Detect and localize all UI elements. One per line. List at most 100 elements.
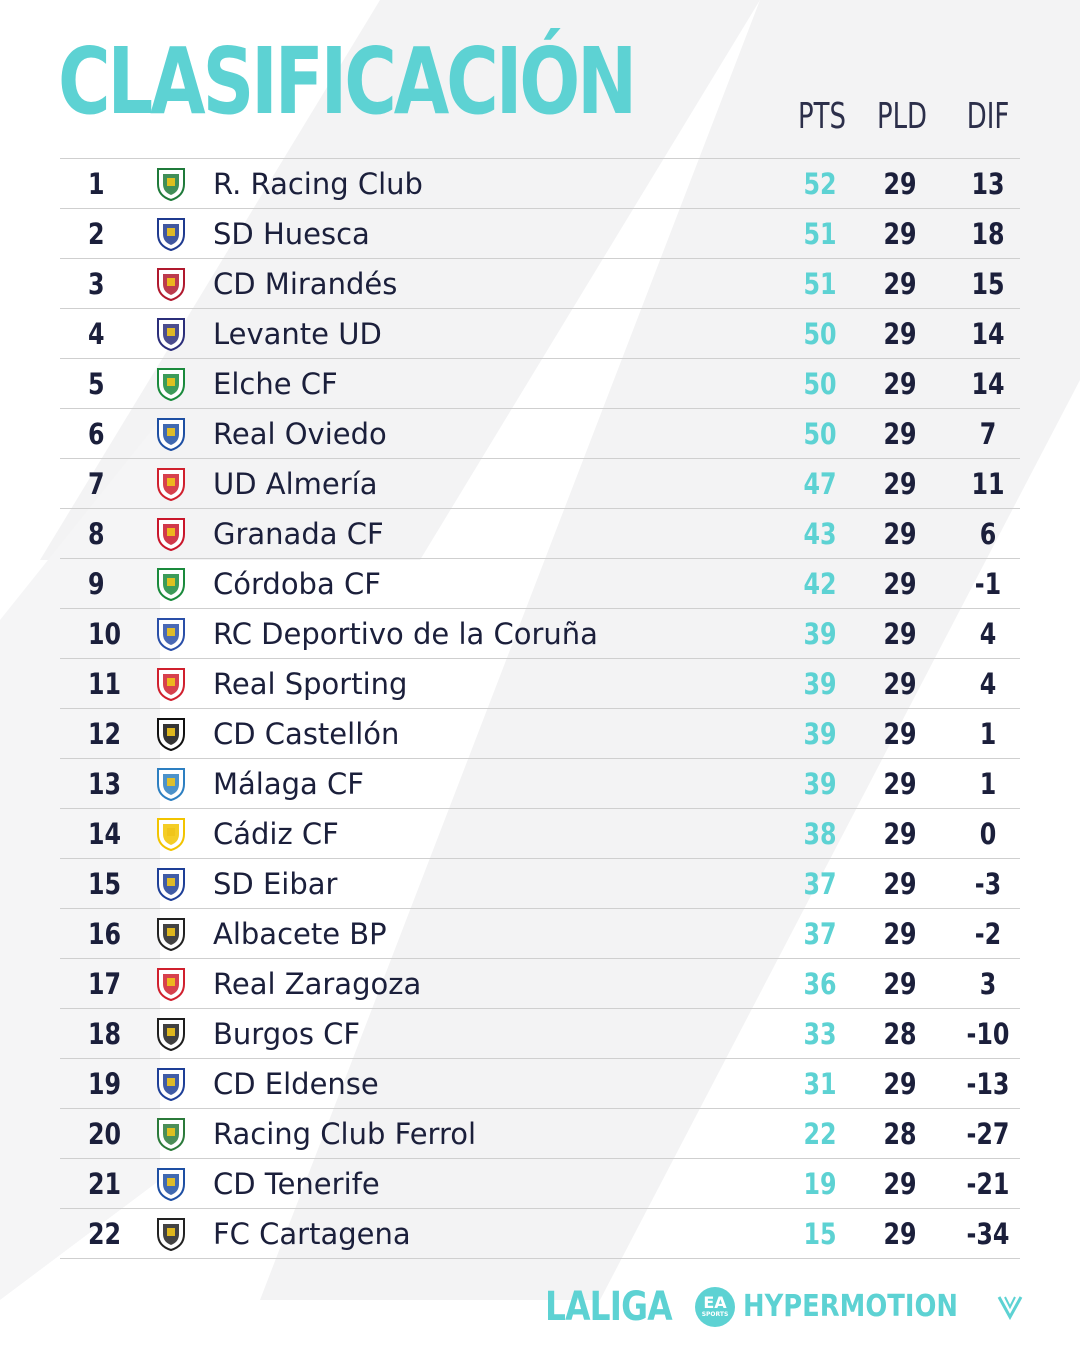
- goal-difference-cell: -21: [966, 1167, 1010, 1201]
- position-cell: 2: [88, 217, 105, 251]
- table-row: 15 SD Eibar 37 29 -3: [60, 858, 1020, 908]
- table-row: 4 Levante UD 50 29 14: [60, 308, 1020, 358]
- points-cell: 51: [803, 217, 837, 251]
- table-row: 3 CD Mirandés 51 29 15: [60, 258, 1020, 308]
- played-cell: 29: [883, 567, 917, 601]
- granada-crest-icon: [154, 516, 188, 552]
- team-name: Cádiz CF: [213, 817, 339, 851]
- goal-difference-cell: -3: [974, 867, 1002, 901]
- team-name: R. Racing Club: [213, 167, 423, 201]
- sporting-crest-icon: [154, 666, 188, 702]
- points-cell: 39: [803, 617, 837, 651]
- burgos-crest-icon: [154, 1016, 188, 1052]
- table-row: 8 Granada CF 43 29 6: [60, 508, 1020, 558]
- position-cell: 9: [88, 567, 105, 601]
- played-cell: 29: [883, 767, 917, 801]
- goal-difference-cell: 7: [979, 417, 997, 451]
- team-name: Málaga CF: [213, 767, 364, 801]
- oviedo-crest-icon: [154, 416, 188, 452]
- elche-crest-icon: [154, 366, 188, 402]
- table-row: 21 CD Tenerife 19 29 -21: [60, 1158, 1020, 1208]
- position-cell: 5: [88, 367, 105, 401]
- points-cell: 37: [803, 867, 837, 901]
- position-cell: 12: [88, 717, 122, 751]
- table-row: 1 R. Racing Club 52 29 13: [60, 158, 1020, 208]
- points-cell: 52: [803, 167, 837, 201]
- team-name: Córdoba CF: [213, 567, 381, 601]
- points-cell: 43: [803, 517, 837, 551]
- table-row: 6 Real Oviedo 50 29 7: [60, 408, 1020, 458]
- points-cell: 19: [803, 1167, 837, 1201]
- points-cell: 33: [803, 1017, 837, 1051]
- points-cell: 22: [803, 1117, 837, 1151]
- position-cell: 6: [88, 417, 105, 451]
- table-row: 16 Albacete BP 37 29 -2: [60, 908, 1020, 958]
- team-name: FC Cartagena: [213, 1217, 411, 1251]
- played-cell: 29: [883, 717, 917, 751]
- huesca-crest-icon: [154, 216, 188, 252]
- ferrol-crest-icon: [154, 1116, 188, 1152]
- position-cell: 7: [88, 467, 105, 501]
- points-cell: 39: [803, 717, 837, 751]
- goal-difference-cell: -2: [974, 917, 1002, 951]
- table-row: 13 Málaga CF 39 29 1: [60, 758, 1020, 808]
- played-cell: 29: [883, 1167, 917, 1201]
- goal-difference-cell: -10: [966, 1017, 1010, 1051]
- played-cell: 29: [883, 367, 917, 401]
- table-row: 19 CD Eldense 31 29 -13: [60, 1058, 1020, 1108]
- played-cell: 29: [883, 1067, 917, 1101]
- played-cell: 29: [883, 517, 917, 551]
- points-cell: 31: [803, 1067, 837, 1101]
- albacete-crest-icon: [154, 916, 188, 952]
- goal-difference-cell: 15: [971, 267, 1005, 301]
- points-cell: 39: [803, 767, 837, 801]
- goal-difference-cell: -1: [974, 567, 1002, 601]
- position-cell: 13: [88, 767, 122, 801]
- position-cell: 18: [88, 1017, 122, 1051]
- table-row: 18 Burgos CF 33 28 -10: [60, 1008, 1020, 1058]
- team-name: Albacete BP: [213, 917, 387, 951]
- played-cell: 29: [883, 317, 917, 351]
- eibar-crest-icon: [154, 866, 188, 902]
- standings-table: 1 R. Racing Club 52 29 13 2 SD Huesca 51 29 18 3 CD…: [60, 158, 1020, 1259]
- team-name: CD Castellón: [213, 717, 400, 751]
- goal-difference-cell: 13: [971, 167, 1005, 201]
- played-cell: 29: [883, 617, 917, 651]
- position-cell: 10: [88, 617, 122, 651]
- goal-difference-cell: 11: [971, 467, 1005, 501]
- deportivo-crest-icon: [154, 616, 188, 652]
- points-cell: 50: [803, 417, 837, 451]
- points-cell: 47: [803, 467, 837, 501]
- table-row: 22 FC Cartagena 15 29 -34: [60, 1208, 1020, 1259]
- points-cell: 51: [803, 267, 837, 301]
- table-row: 14 Cádiz CF 38 29 0: [60, 808, 1020, 858]
- table-row: 17 Real Zaragoza 36 29 3: [60, 958, 1020, 1008]
- position-cell: 22: [88, 1217, 122, 1251]
- goal-difference-cell: 18: [971, 217, 1005, 251]
- played-cell: 29: [883, 467, 917, 501]
- points-cell: 15: [803, 1217, 837, 1251]
- position-cell: 17: [88, 967, 122, 1001]
- team-name: Real Oviedo: [213, 417, 387, 451]
- team-name: CD Tenerife: [213, 1167, 380, 1201]
- ea-logo-subtext: SPORTS: [701, 1311, 729, 1318]
- hypermotion-v-icon: [997, 1296, 1023, 1320]
- laliga-logo: LALIGA: [545, 1284, 673, 1330]
- castellon-crest-icon: [154, 716, 188, 752]
- goal-difference-cell: 4: [979, 667, 997, 701]
- cordoba-crest-icon: [154, 566, 188, 602]
- eldense-crest-icon: [154, 1066, 188, 1102]
- position-cell: 4: [88, 317, 105, 351]
- cadiz-crest-icon: [154, 816, 188, 852]
- table-row: 2 SD Huesca 51 29 18: [60, 208, 1020, 258]
- table-row: 7 UD Almería 47 29 11: [60, 458, 1020, 508]
- malaga-crest-icon: [154, 766, 188, 802]
- team-name: SD Eibar: [213, 867, 338, 901]
- table-row: 5 Elche CF 50 29 14: [60, 358, 1020, 408]
- position-cell: 8: [88, 517, 105, 551]
- table-row: 20 Racing Club Ferrol 22 28 -27: [60, 1108, 1020, 1158]
- points-cell: 37: [803, 917, 837, 951]
- points-cell: 50: [803, 317, 837, 351]
- goal-difference-cell: -27: [966, 1117, 1010, 1151]
- position-cell: 3: [88, 267, 105, 301]
